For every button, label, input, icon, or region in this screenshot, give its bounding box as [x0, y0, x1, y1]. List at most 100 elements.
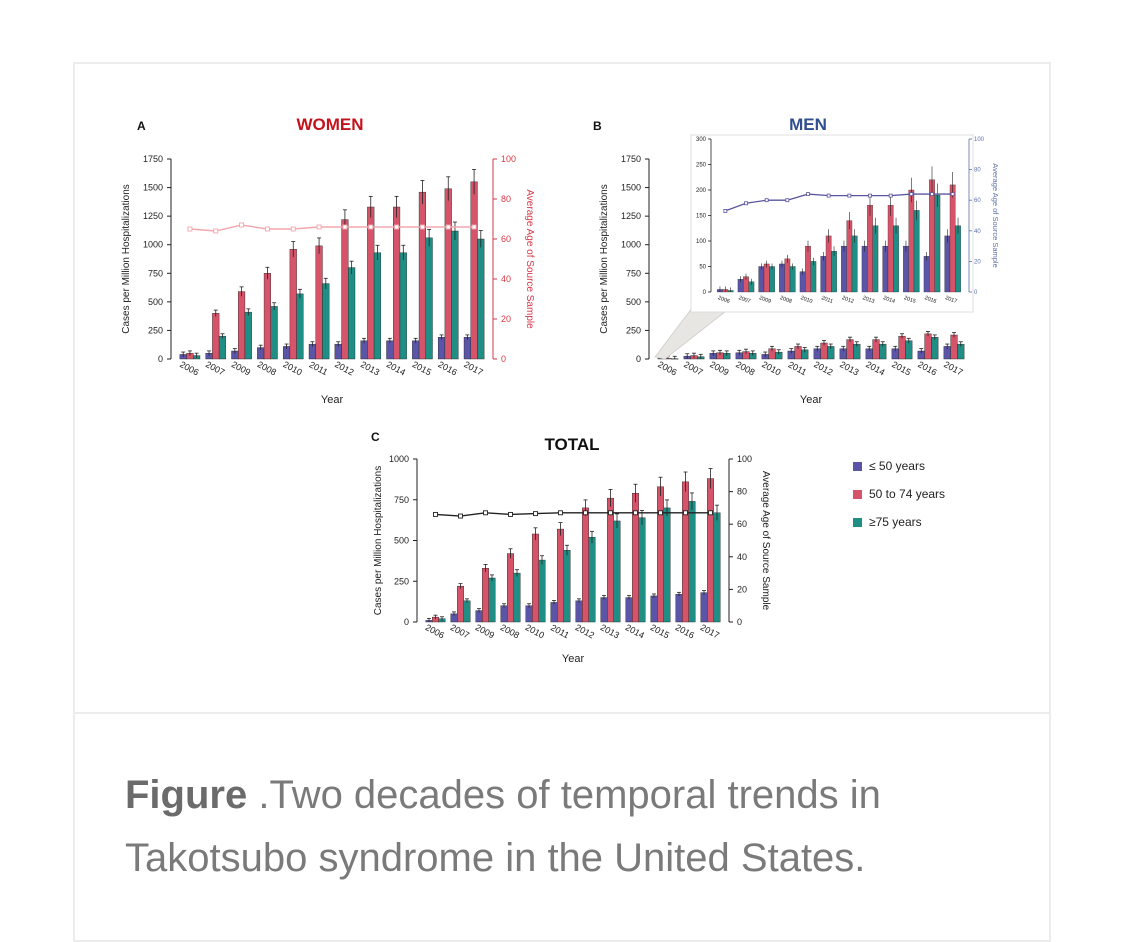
age-marker — [458, 513, 463, 519]
age-marker — [471, 224, 477, 230]
inset-bar-mid — [908, 189, 915, 293]
y-tick-label: 1000 — [143, 240, 163, 250]
age-marker — [342, 224, 348, 230]
inset-y-tick-label: 250 — [696, 163, 707, 169]
legend: ≤ 50 years 50 to 74 years ≥75 years — [853, 459, 945, 529]
panel-title: MEN — [789, 115, 827, 134]
inset-bar-mid — [887, 205, 894, 293]
x-tick-label: 2014 — [864, 359, 886, 377]
bar-ge75 — [244, 311, 252, 360]
bar-ge75 — [663, 507, 671, 623]
inset-age-line — [725, 193, 953, 212]
y2-tick-label: 60 — [737, 519, 747, 529]
inset-bar-ge75 — [810, 261, 817, 293]
y-tick-label: 1500 — [621, 183, 641, 193]
panel-letter: B — [593, 119, 602, 133]
legend-label: ≥75 years — [869, 515, 922, 529]
inset-x-tick-label: 2013 — [862, 295, 876, 305]
inset-x-tick-label: 2017 — [944, 295, 958, 305]
legend-swatch — [853, 462, 862, 471]
bar-mid — [341, 219, 349, 360]
bar-le50 — [386, 340, 394, 360]
x-tick-label: 2016 — [436, 359, 458, 377]
age-marker — [583, 510, 588, 516]
y-tick-label: 500 — [394, 536, 409, 546]
legend-swatch — [853, 490, 862, 499]
age-marker — [187, 226, 193, 232]
y-tick-label: 1500 — [143, 183, 163, 193]
bar-le50 — [437, 337, 446, 360]
age-marker — [708, 510, 713, 516]
inset-bar-mid — [784, 258, 791, 293]
age-marker — [683, 510, 688, 516]
y-tick-label: 1750 — [143, 154, 163, 164]
inset-bar-le50 — [861, 245, 868, 293]
inset-y-tick-label: 150 — [696, 214, 707, 220]
bar-mid — [444, 188, 452, 360]
bar-le50 — [525, 605, 533, 623]
y2-tick-label: 20 — [501, 314, 511, 324]
bar-mid — [457, 585, 464, 623]
caption-divider — [75, 712, 1049, 714]
x-tick-label: 2011 — [549, 622, 571, 640]
bar-ge75 — [451, 230, 459, 360]
inset-x-tick-label: 2007 — [738, 295, 752, 305]
bar-mid — [367, 206, 375, 360]
bar-ge75 — [348, 267, 356, 360]
panel-letter: C — [371, 430, 380, 444]
y-axis-label: Cases per Million Hospitalizations — [373, 466, 384, 616]
x-tick-label: 2010 — [524, 622, 546, 640]
y2-tick-label: 0 — [737, 617, 742, 627]
x-tick-label: 2013 — [599, 622, 621, 640]
bar-mid — [507, 553, 514, 623]
legend-label: ≤ 50 years — [869, 459, 925, 473]
x-axis-label: Year — [321, 394, 344, 406]
x-tick-label: 2016 — [674, 622, 696, 640]
x-tick-label: 2008 — [499, 622, 521, 640]
x-tick-label: 2009 — [474, 622, 496, 640]
bar-ge75 — [270, 306, 278, 360]
y2-tick-label: 80 — [501, 194, 511, 204]
bar-mid — [532, 533, 539, 623]
bar-mid — [950, 334, 958, 360]
bar-mid — [898, 335, 906, 360]
bar-le50 — [550, 602, 558, 623]
inset-x-tick-label: 2006 — [717, 295, 731, 305]
inset-bar-le50 — [758, 266, 765, 293]
x-tick-label: 2014 — [385, 359, 407, 377]
bar-mid — [557, 528, 564, 623]
x-tick-label: 2015 — [890, 359, 912, 377]
bar-mid — [657, 486, 664, 623]
y-tick-label: 1750 — [621, 154, 641, 164]
x-tick-label: 2014 — [624, 622, 646, 640]
inset-age-marker — [847, 193, 852, 198]
bar-ge75 — [373, 252, 382, 360]
y-tick-label: 750 — [626, 268, 641, 278]
inset-bar-le50 — [820, 256, 827, 293]
x-tick-label: 2007 — [682, 359, 704, 377]
bar-ge75 — [905, 340, 913, 360]
x-tick-label: 2015 — [411, 359, 433, 377]
bar-ge75 — [613, 520, 621, 623]
panel-letter: A — [137, 119, 146, 133]
inset-age-marker — [806, 192, 810, 196]
bar-mid — [315, 245, 323, 360]
bar-mid — [263, 273, 271, 360]
bar-mid — [238, 291, 246, 360]
inset-y-tick-label: 200 — [696, 188, 707, 194]
bar-mid — [846, 339, 854, 360]
inset-age-marker — [888, 193, 893, 198]
inset-bar-ge75 — [851, 235, 858, 293]
inset-y2-tick-label: 40 — [974, 229, 981, 235]
x-tick-label: 2006 — [424, 622, 446, 640]
legend-label: 50 to 74 years — [869, 487, 945, 501]
x-tick-label: 2007 — [449, 622, 471, 640]
inset-age-marker — [723, 209, 728, 213]
x-tick-label: 2012 — [574, 622, 596, 640]
age-marker — [394, 224, 400, 230]
figure-image: A WOMEN 0 250 500 750 1000 1250 1500 1750 Cases pe… — [75, 64, 1049, 712]
bar-mid — [682, 481, 689, 623]
age-marker — [213, 228, 219, 234]
